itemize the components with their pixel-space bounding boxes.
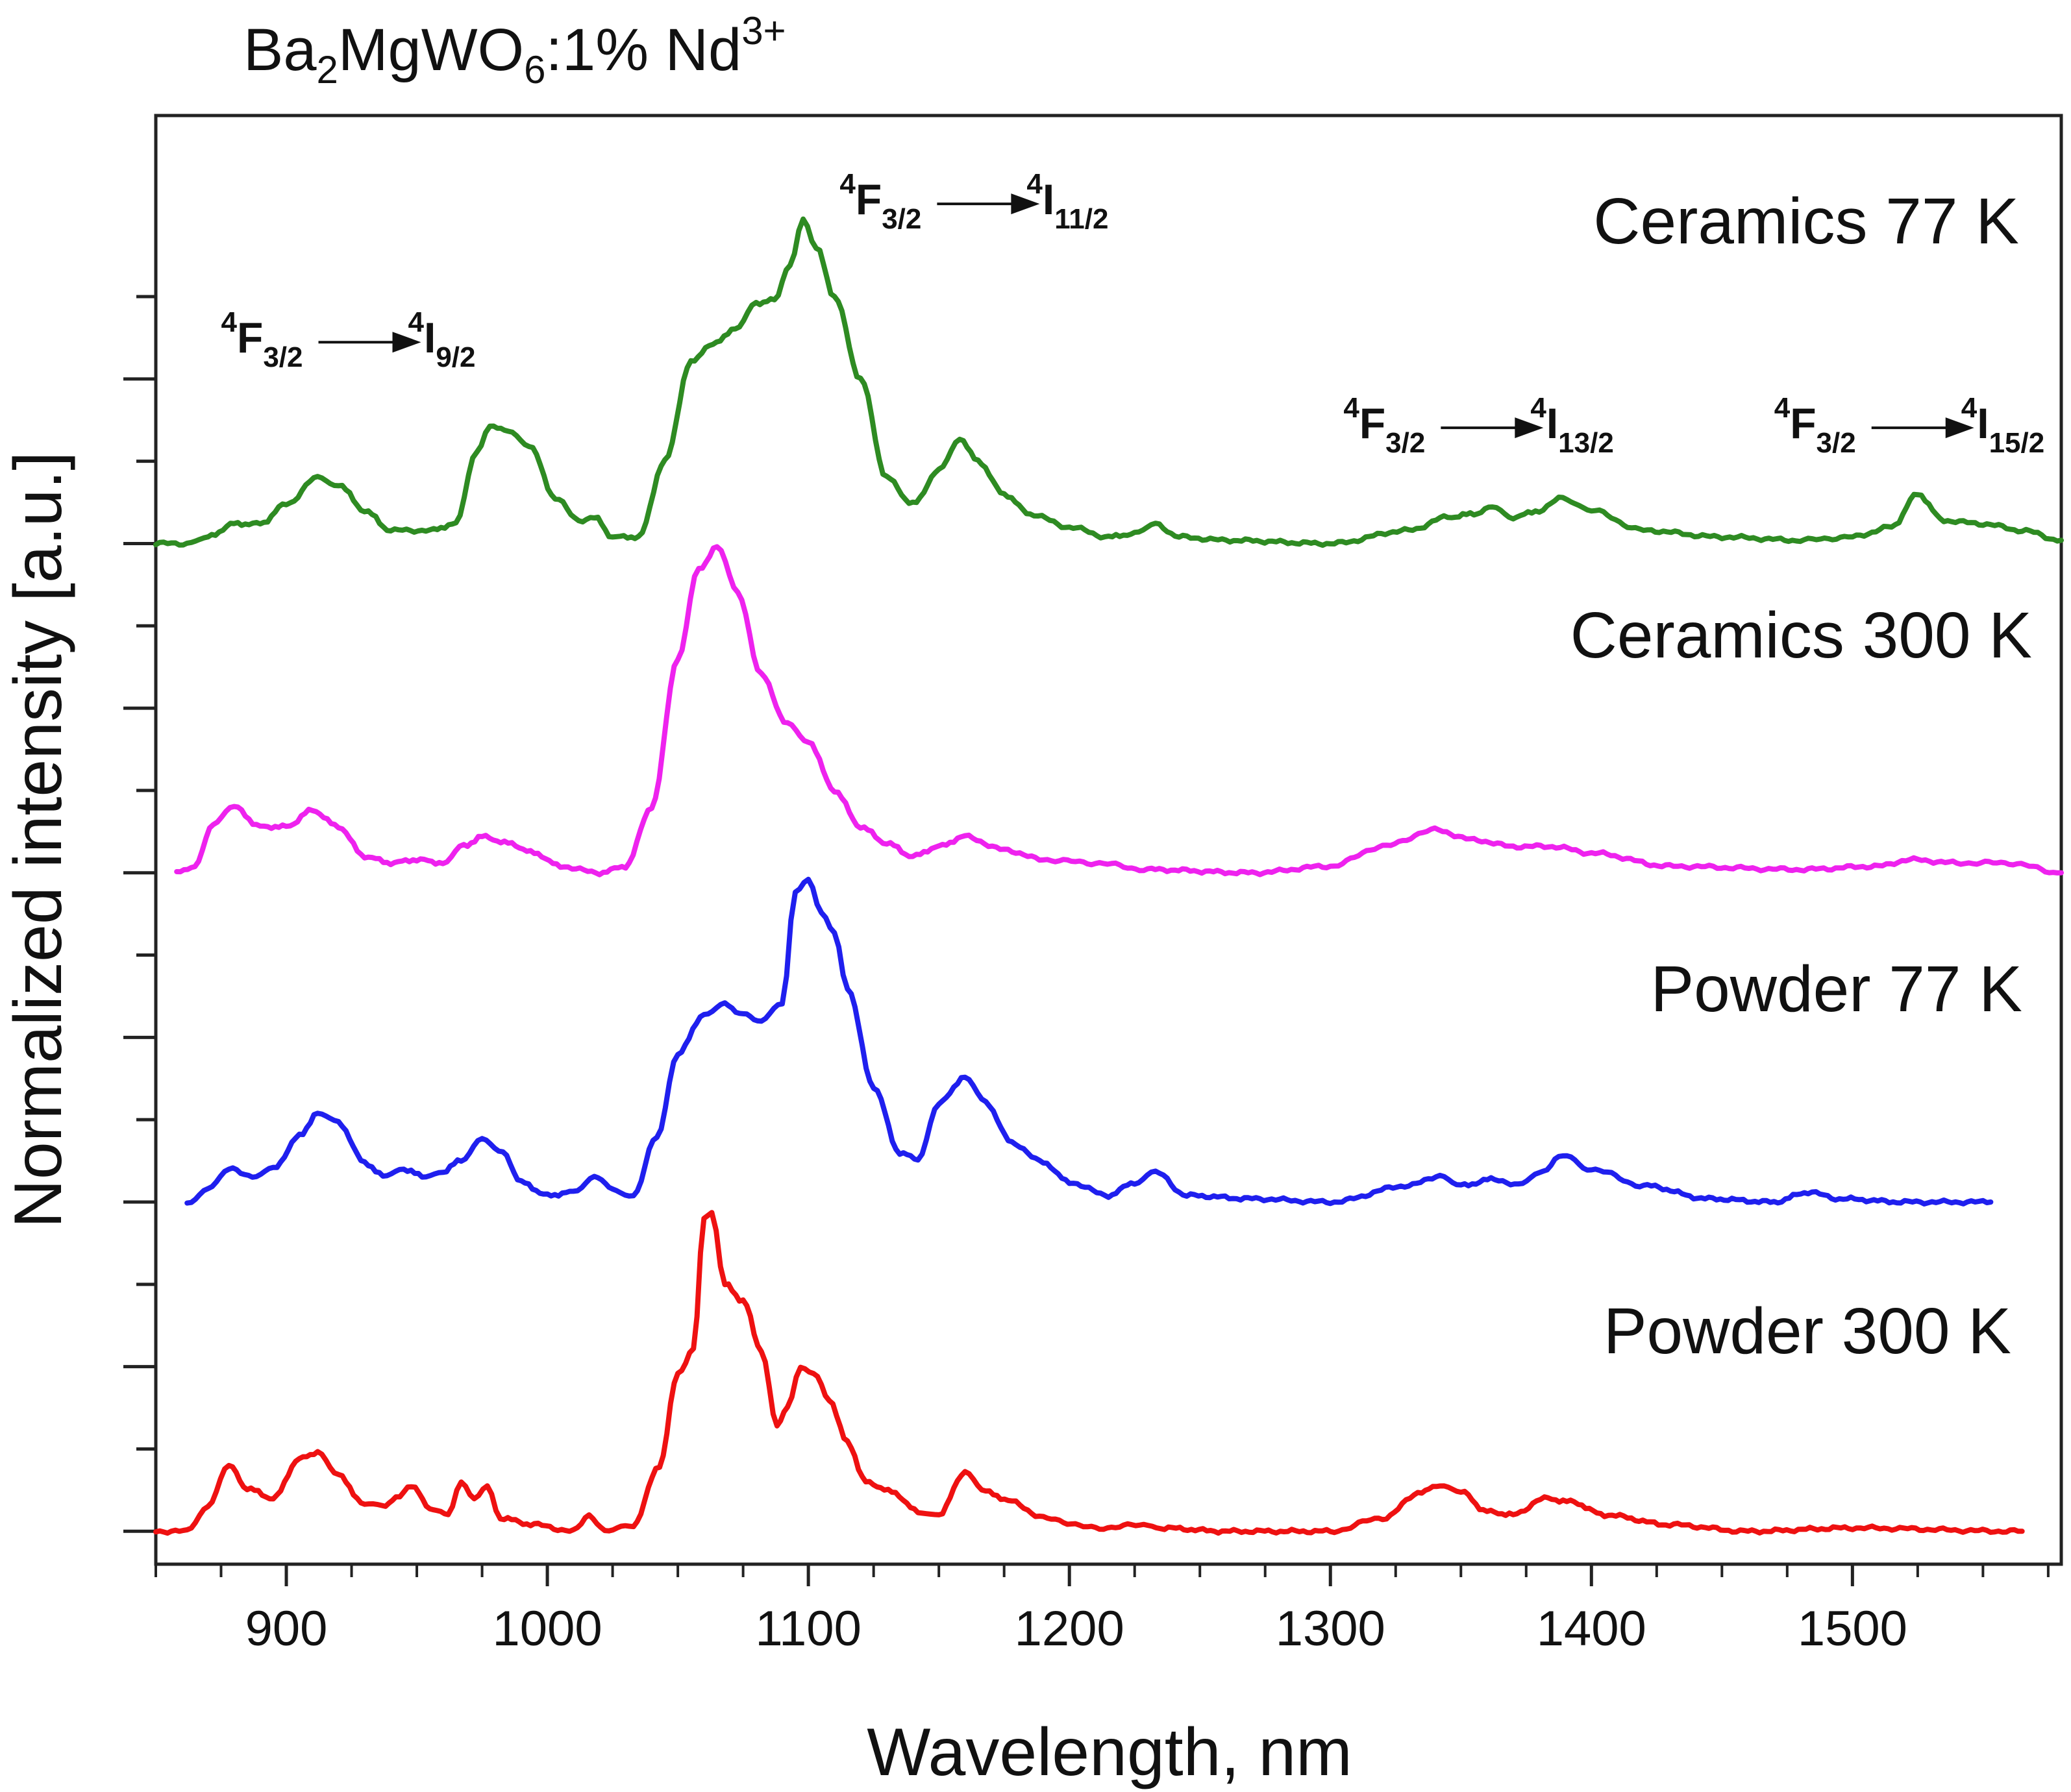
arrow-head bbox=[1945, 417, 1974, 439]
arrow-head bbox=[1011, 193, 1040, 215]
series-label-ceramics-77k: Ceramics 77 K bbox=[1593, 185, 2019, 258]
x-tick-label: 1000 bbox=[493, 1601, 602, 1656]
x-tick-label: 1100 bbox=[755, 1601, 861, 1656]
arrow-head bbox=[1515, 417, 1544, 439]
series-line-ceramics-77-k bbox=[153, 216, 2064, 548]
series-label-powder-77k: Powder 77 K bbox=[1650, 953, 2022, 1025]
annotation-left: 4F3/2 bbox=[1343, 392, 1425, 459]
annotation-right: 4I13/2 bbox=[1530, 392, 1613, 459]
chart-title: Ba2MgWO6:1% Nd3+ bbox=[243, 9, 786, 92]
x-tick-label: 1200 bbox=[1015, 1601, 1124, 1656]
transition-13-2: 4F3/2 4I13/2 bbox=[1343, 392, 1613, 459]
series-label-ceramics-300k: Ceramics 300 K bbox=[1570, 599, 2032, 672]
series-label-powder-300k: Powder 300 K bbox=[1604, 1295, 2011, 1368]
x-tick-label: 900 bbox=[245, 1601, 328, 1656]
transition-9-2: 4F3/2 4I9/2 bbox=[221, 306, 476, 373]
y-axis-label: Normalized intensity [a.u.] bbox=[1, 452, 76, 1229]
y-axis-ticks bbox=[123, 295, 156, 1533]
series-line-powder-77-k bbox=[184, 876, 1994, 1207]
x-axis-label: Wavelength, nm bbox=[867, 1715, 1352, 1790]
transition-15-2: 4F3/2 4I15/2 bbox=[1774, 392, 2044, 459]
plot-frame bbox=[154, 114, 2063, 1566]
x-tick-label: 1500 bbox=[1798, 1601, 1907, 1656]
x-axis-ticks: 900 1000 1100 1200 1300 1400 1500 bbox=[155, 1564, 2050, 1656]
x-tick-label: 1300 bbox=[1276, 1601, 1385, 1656]
series-line-ceramics-300-k bbox=[174, 544, 2064, 878]
annotation-left: 4F3/2 bbox=[839, 168, 921, 235]
annotation-left: 4F3/2 bbox=[221, 306, 303, 373]
series-group bbox=[153, 216, 2064, 1536]
x-tick-label: 1400 bbox=[1537, 1601, 1646, 1656]
annotation-right: 4I15/2 bbox=[1961, 392, 2044, 459]
annotation-right: 4I11/2 bbox=[1026, 168, 1108, 235]
transition-annotations: 4F3/2 4I9/2 4F3/2 4I11/2 4F3/2 4I13/2 4F3/2 4I1… bbox=[221, 168, 2045, 459]
transition-11-2: 4F3/2 4I11/2 bbox=[839, 168, 1108, 235]
arrow-head bbox=[392, 332, 421, 353]
annotation-left: 4F3/2 bbox=[1774, 392, 1856, 459]
series-line-powder-300-k bbox=[153, 1210, 2025, 1536]
annotation-right: 4I9/2 bbox=[408, 306, 476, 373]
